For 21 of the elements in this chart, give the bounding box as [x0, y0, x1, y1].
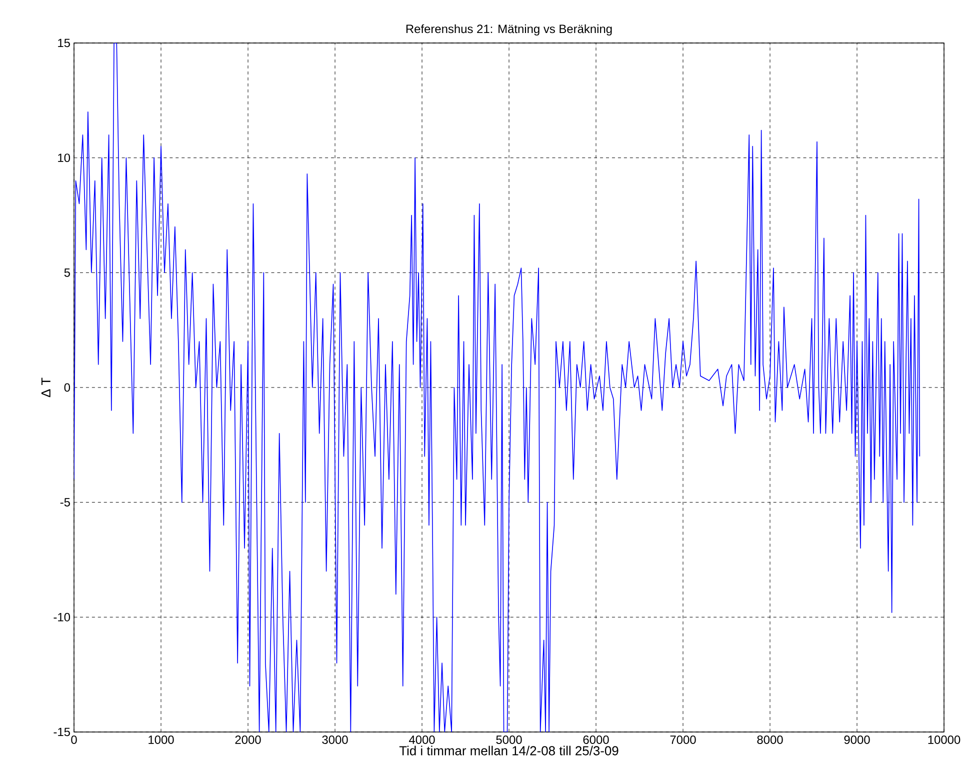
x-tick-label: 1000 [148, 736, 174, 744]
x-tick-label: 8000 [757, 736, 783, 744]
y-tick-label: 15 [58, 38, 70, 48]
y-tick-label: 10 [58, 154, 70, 162]
x-tick-label: 2000 [235, 736, 261, 744]
x-tick-label: 3000 [322, 736, 348, 744]
y-tick-label: -15 [54, 728, 70, 736]
y-tick-label: 5 [64, 268, 70, 277]
x-tick-label: 10000 [928, 736, 960, 744]
x-tick-label: 7000 [670, 736, 696, 744]
x-tick-label: 9000 [844, 736, 870, 744]
y-tick-label: -10 [54, 612, 70, 622]
y-axis-title: Δ T [41, 378, 50, 398]
x-tick-label: 6000 [583, 736, 609, 744]
x-axis-title: Tid i timmar mellan 14/2-08 till 25/3-09 [399, 746, 618, 756]
y-tick-label: -5 [60, 498, 70, 506]
y-tick-label: 0 [64, 383, 70, 392]
x-tick-label: 0 [71, 736, 77, 744]
x-tick-label: 4000 [408, 736, 435, 744]
chart-title: Referenshus 21: Mätning vs Beräkning [406, 24, 612, 36]
x-tick-label: 5000 [496, 736, 522, 744]
